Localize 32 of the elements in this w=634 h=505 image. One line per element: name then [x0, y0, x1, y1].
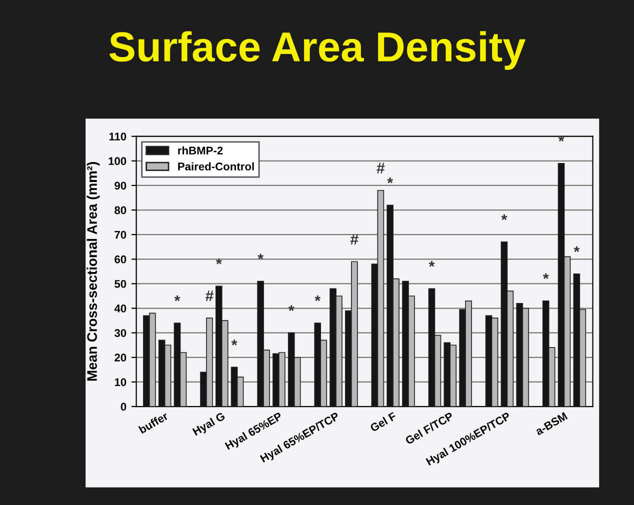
data-label: * [501, 214, 508, 220]
data-label: # [376, 162, 385, 174]
y-axis-title: Mean Cross-sectional Area (mm²) [86, 162, 100, 381]
data-label: * [258, 254, 264, 260]
data-label: * [387, 178, 394, 184]
data-label: * [231, 340, 238, 346]
data-label: * [174, 295, 180, 302]
data-label: * [314, 295, 321, 302]
y-tick-label: 80 [114, 206, 126, 214]
y-tick-label: 60 [114, 255, 126, 264]
y-tick-label: 70 [114, 230, 126, 239]
data-label: * [574, 246, 580, 252]
x-tick-label: Hyal G [192, 412, 226, 438]
data-label: * [558, 136, 564, 142]
y-tick-label: 90 [114, 182, 126, 190]
y-tick-label: 30 [114, 329, 126, 337]
y-tick-label: 10 [114, 378, 126, 386]
chart-title: Surface Area Density [109, 31, 526, 70]
y-tick-label: 50 [114, 280, 126, 288]
data-label: * [542, 273, 549, 280]
y-tick-label: 40 [114, 304, 126, 312]
y-tick-label: 0 [120, 402, 126, 411]
data-label: * [428, 261, 435, 267]
x-tick-label: Gel F [369, 412, 397, 432]
legend-label: Paired-Control [178, 162, 254, 170]
data-label: * [216, 258, 222, 264]
y-tick-label: 100 [108, 157, 126, 166]
y-tick-label: 20 [114, 354, 126, 362]
data-label: # [350, 234, 358, 245]
legend-label: rhBMP-2 [178, 146, 223, 154]
y-tick-label: 110 [109, 132, 126, 140]
data-label: # [206, 290, 214, 302]
